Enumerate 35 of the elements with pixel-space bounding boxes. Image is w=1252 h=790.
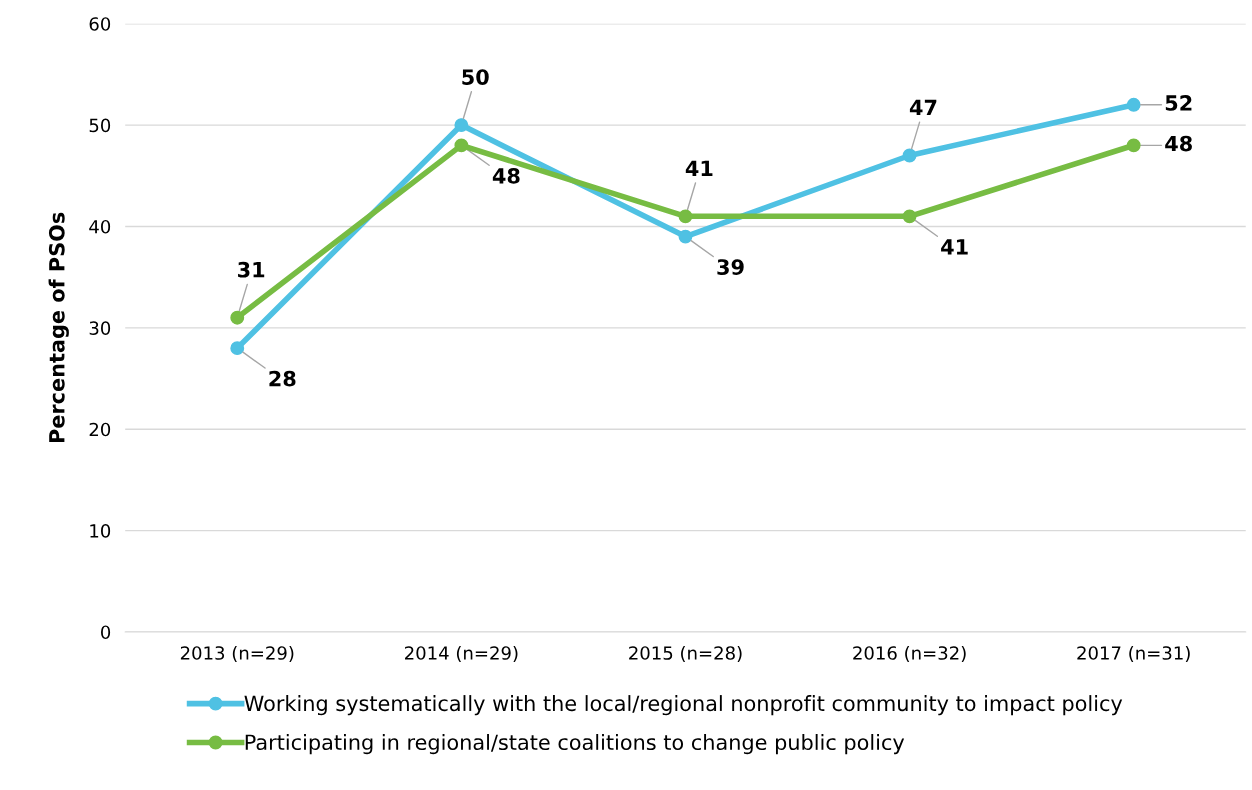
y-tick-label: 0 <box>101 625 111 640</box>
legend-label: Working systematically with the local/regional nonprofit community to impact policy <box>244 695 1123 716</box>
x-tick-label: 2017 (n=31) <box>1077 645 1190 662</box>
y-axis-title: Percentage of PSOs <box>48 212 69 443</box>
x-tick-label: 2013 (n=29) <box>180 645 294 662</box>
data-label: 48 <box>1165 135 1192 152</box>
point <box>454 118 469 133</box>
point <box>902 209 917 224</box>
point <box>230 310 245 325</box>
data-label: 41 <box>941 239 968 255</box>
point <box>454 138 469 153</box>
data-label: 52 <box>1165 95 1192 111</box>
y-tick-label: 50 <box>89 118 111 133</box>
y-tick-label: 40 <box>89 219 111 234</box>
legend-label: Participating in regional/state coalitions to change public policy <box>245 733 905 755</box>
data-label: 48 <box>492 167 520 184</box>
y-tick-label: 60 <box>89 17 111 31</box>
y-tick-label: 10 <box>90 524 111 538</box>
point <box>1126 97 1141 112</box>
data-label: 41 <box>685 160 713 176</box>
point <box>1126 138 1141 153</box>
x-tick-label: 2016 (n=32) <box>853 645 966 662</box>
data-label: 47 <box>909 99 937 116</box>
data-label: 31 <box>238 261 265 278</box>
x-tick-label: 2015 (n=28) <box>629 645 742 662</box>
data-label: 28 <box>269 370 296 387</box>
y-tick-label: 20 <box>89 422 111 437</box>
point <box>678 209 693 224</box>
point <box>902 148 917 163</box>
y-tick-label: 30 <box>89 321 111 335</box>
data-label: 39 <box>717 259 744 275</box>
point <box>230 341 245 356</box>
point <box>678 229 693 244</box>
data-label: 50 <box>462 69 489 85</box>
x-tick-label: 2014 (n=29) <box>405 645 518 662</box>
